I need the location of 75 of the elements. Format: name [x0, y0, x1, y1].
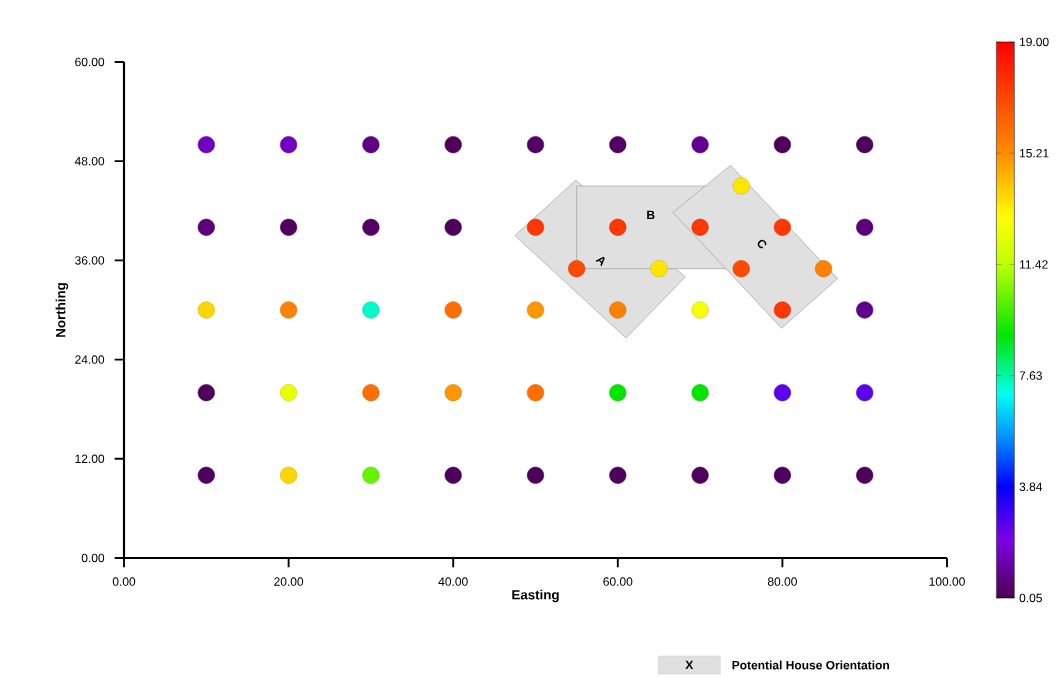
point [526, 466, 545, 484]
point [732, 260, 750, 278]
color-bar-label: 7.63 [1019, 371, 1042, 380]
color-bar-label: 3.84 [1019, 482, 1043, 492]
annotation: B [647, 210, 655, 220]
x-tick-label: 60.00 [603, 577, 633, 586]
point [197, 466, 215, 484]
y-tick-label: 0.00 [81, 553, 105, 563]
annotation: C [757, 239, 767, 249]
color-bar-label: 0.05 [1019, 593, 1042, 603]
text: X [685, 660, 694, 670]
text: Potential House Orientation [732, 660, 889, 670]
point [362, 136, 380, 154]
point [280, 384, 298, 402]
point [568, 260, 586, 278]
point [197, 301, 215, 319]
point [691, 301, 709, 319]
point [609, 136, 627, 154]
point [526, 136, 545, 154]
point [773, 384, 791, 402]
y-tick-label: 12.00 [75, 454, 105, 464]
y-tick-label: 48.00 [74, 156, 105, 166]
point [732, 177, 750, 195]
point [444, 301, 462, 319]
point [609, 384, 627, 402]
y-tick-label: 24.00 [75, 355, 105, 364]
point [444, 384, 462, 402]
point [856, 136, 874, 154]
point [650, 260, 668, 278]
point [444, 136, 462, 154]
point [280, 301, 298, 319]
x-tick-label: 0.00 [112, 577, 136, 586]
point [856, 466, 874, 484]
point [691, 384, 709, 402]
point [362, 218, 380, 236]
point [773, 136, 791, 154]
point [856, 218, 874, 236]
point [280, 466, 298, 484]
x-tick-label: 80.00 [767, 577, 797, 586]
x-axis-title: Easting [512, 589, 559, 603]
point [526, 301, 545, 319]
color-bar-label: 15.21 [1020, 148, 1049, 158]
point [444, 466, 462, 484]
point [773, 301, 791, 319]
y-tick-label: 60.00 [75, 57, 105, 67]
point [526, 384, 545, 402]
color-bar-label: 19.00 [1020, 37, 1049, 47]
point [444, 218, 462, 236]
point [280, 136, 298, 154]
point [197, 218, 215, 236]
point [609, 466, 627, 484]
y-tick-label: 36.00 [75, 256, 105, 265]
point [691, 218, 709, 236]
x-tick-label: 20.00 [274, 577, 304, 586]
point [362, 384, 380, 402]
x-tick-label: 100.00 [929, 577, 965, 586]
annotation: A [595, 256, 605, 267]
point [691, 136, 709, 154]
point [362, 466, 380, 484]
point [609, 301, 627, 319]
y-axis-title: Northing [55, 283, 69, 337]
point [609, 218, 627, 236]
point [197, 384, 215, 402]
point [280, 218, 298, 236]
color-bar-label: 11.42 [1020, 260, 1048, 269]
point [856, 301, 874, 319]
point [773, 466, 791, 484]
point [815, 260, 833, 278]
point [773, 218, 791, 236]
point [526, 218, 545, 236]
point [691, 466, 709, 484]
point [197, 136, 215, 154]
point [362, 301, 380, 319]
x-tick-label: 40.00 [438, 577, 468, 586]
point [856, 384, 874, 402]
